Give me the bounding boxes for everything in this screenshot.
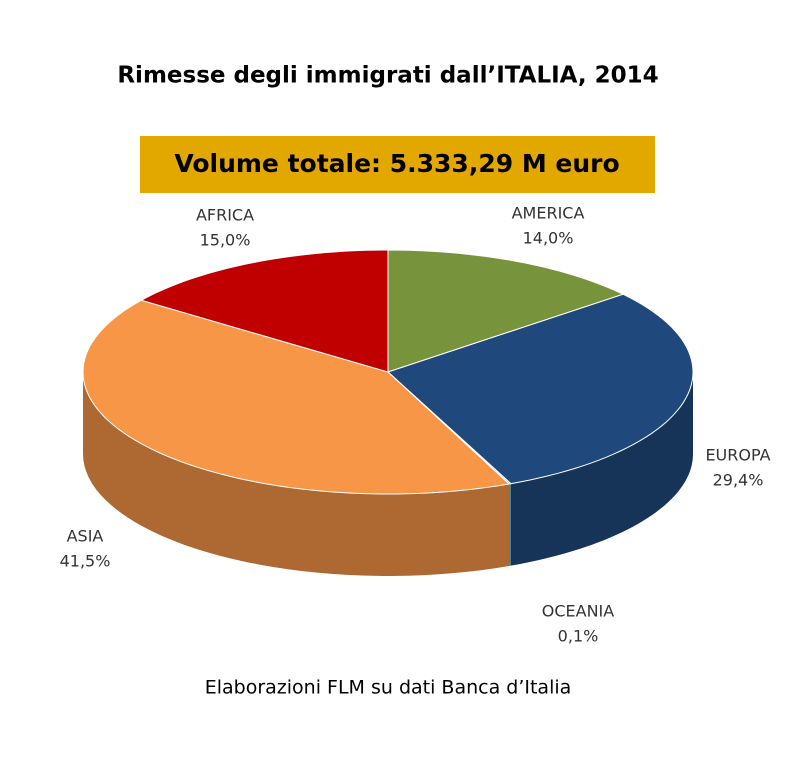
value-label: 14,0% bbox=[523, 229, 574, 248]
value-label: 29,4% bbox=[713, 471, 764, 490]
value-label: 0,1% bbox=[558, 627, 599, 646]
source-note: Elaborazioni FLM su dati Banca d’Italia bbox=[205, 677, 572, 699]
slice bbox=[387, 249, 625, 373]
chart-title: Rimesse degli immigrati dall’ITALIA, 201… bbox=[117, 63, 658, 89]
slice-label: EUROPA bbox=[705, 446, 770, 465]
value-label: 15,0% bbox=[200, 231, 251, 250]
slice-side bbox=[509, 483, 511, 566]
slice-side bbox=[510, 372, 693, 566]
slice bbox=[387, 293, 694, 485]
subtitle: Volume totale: 5.333,29 M euro bbox=[174, 149, 619, 178]
slice-side bbox=[83, 372, 510, 576]
slice-label: AFRICA bbox=[196, 206, 254, 225]
subtitle-box bbox=[140, 136, 655, 193]
slice-label: ASIA bbox=[67, 527, 104, 546]
slice bbox=[82, 299, 511, 495]
value-label: 41,5% bbox=[60, 552, 111, 571]
slice-label: AMERICA bbox=[512, 204, 585, 223]
slice bbox=[139, 249, 389, 373]
slice-label: OCEANIA bbox=[542, 602, 615, 621]
